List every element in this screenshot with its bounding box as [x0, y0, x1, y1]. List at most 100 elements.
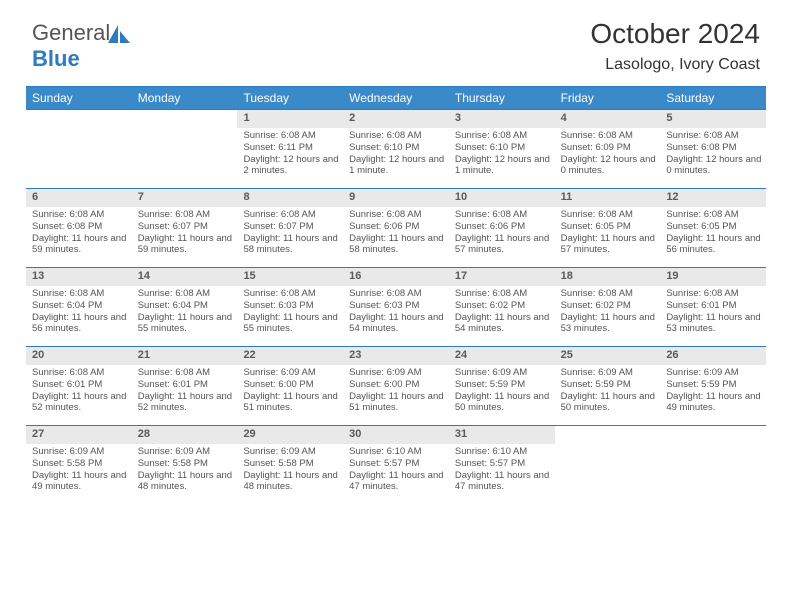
sunset-text: Sunset: 6:01 PM [666, 300, 762, 312]
page-title: October 2024 [590, 18, 760, 50]
day-details: Sunrise: 6:09 AMSunset: 6:00 PMDaylight:… [237, 365, 343, 419]
day-cell: 8Sunrise: 6:08 AMSunset: 6:07 PMDaylight… [237, 189, 343, 267]
day-number: 4 [555, 110, 661, 128]
day-details: Sunrise: 6:10 AMSunset: 5:57 PMDaylight:… [449, 444, 555, 498]
day-cell [132, 110, 238, 188]
day-number: 19 [660, 268, 766, 286]
sunset-text: Sunset: 6:02 PM [455, 300, 551, 312]
day-number: 16 [343, 268, 449, 286]
sunrise-text: Sunrise: 6:08 AM [666, 288, 762, 300]
week-row: 27Sunrise: 6:09 AMSunset: 5:58 PMDayligh… [26, 425, 766, 504]
day-cell: 25Sunrise: 6:09 AMSunset: 5:59 PMDayligh… [555, 347, 661, 425]
day-header-row: Sunday Monday Tuesday Wednesday Thursday… [26, 87, 766, 109]
day-details: Sunrise: 6:09 AMSunset: 5:59 PMDaylight:… [449, 365, 555, 419]
sunrise-text: Sunrise: 6:10 AM [349, 446, 445, 458]
day-header: Thursday [449, 87, 555, 109]
week-row: 1Sunrise: 6:08 AMSunset: 6:11 PMDaylight… [26, 109, 766, 188]
day-header: Sunday [26, 87, 132, 109]
sunset-text: Sunset: 6:10 PM [455, 142, 551, 154]
sunrise-text: Sunrise: 6:08 AM [349, 209, 445, 221]
sunrise-text: Sunrise: 6:08 AM [455, 130, 551, 142]
day-details: Sunrise: 6:08 AMSunset: 6:01 PMDaylight:… [660, 286, 766, 340]
day-cell: 22Sunrise: 6:09 AMSunset: 6:00 PMDayligh… [237, 347, 343, 425]
sunset-text: Sunset: 5:59 PM [666, 379, 762, 391]
week-row: 13Sunrise: 6:08 AMSunset: 6:04 PMDayligh… [26, 267, 766, 346]
daylight-text: Daylight: 11 hours and 50 minutes. [455, 391, 551, 415]
logo: General Blue [32, 20, 134, 72]
sunset-text: Sunset: 6:11 PM [243, 142, 339, 154]
header: General Blue October 2024 Lasologo, Ivor… [26, 18, 766, 86]
day-details: Sunrise: 6:08 AMSunset: 6:10 PMDaylight:… [449, 128, 555, 182]
day-number: 20 [26, 347, 132, 365]
day-number: 2 [343, 110, 449, 128]
day-number: 23 [343, 347, 449, 365]
day-cell: 24Sunrise: 6:09 AMSunset: 5:59 PMDayligh… [449, 347, 555, 425]
day-details: Sunrise: 6:08 AMSunset: 6:11 PMDaylight:… [237, 128, 343, 182]
sunrise-text: Sunrise: 6:08 AM [666, 209, 762, 221]
day-details: Sunrise: 6:08 AMSunset: 6:05 PMDaylight:… [555, 207, 661, 261]
day-cell: 29Sunrise: 6:09 AMSunset: 5:58 PMDayligh… [237, 426, 343, 504]
sunset-text: Sunset: 5:59 PM [561, 379, 657, 391]
logo-word1: General [32, 20, 110, 45]
sunset-text: Sunset: 5:57 PM [349, 458, 445, 470]
day-cell: 5Sunrise: 6:08 AMSunset: 6:08 PMDaylight… [660, 110, 766, 188]
sunrise-text: Sunrise: 6:10 AM [455, 446, 551, 458]
sunset-text: Sunset: 6:08 PM [666, 142, 762, 154]
sunset-text: Sunset: 6:01 PM [32, 379, 128, 391]
sunset-text: Sunset: 5:59 PM [455, 379, 551, 391]
day-details: Sunrise: 6:08 AMSunset: 6:06 PMDaylight:… [449, 207, 555, 261]
sunrise-text: Sunrise: 6:08 AM [138, 288, 234, 300]
weeks-container: 1Sunrise: 6:08 AMSunset: 6:11 PMDaylight… [26, 109, 766, 504]
day-details: Sunrise: 6:08 AMSunset: 6:07 PMDaylight:… [237, 207, 343, 261]
daylight-text: Daylight: 11 hours and 51 minutes. [349, 391, 445, 415]
day-details: Sunrise: 6:08 AMSunset: 6:02 PMDaylight:… [555, 286, 661, 340]
sunset-text: Sunset: 6:04 PM [138, 300, 234, 312]
day-cell: 9Sunrise: 6:08 AMSunset: 6:06 PMDaylight… [343, 189, 449, 267]
day-number: 27 [26, 426, 132, 444]
day-header: Monday [132, 87, 238, 109]
day-number: 22 [237, 347, 343, 365]
sunset-text: Sunset: 5:58 PM [138, 458, 234, 470]
day-details: Sunrise: 6:08 AMSunset: 6:02 PMDaylight:… [449, 286, 555, 340]
daylight-text: Daylight: 11 hours and 49 minutes. [32, 470, 128, 494]
day-number: 12 [660, 189, 766, 207]
day-details: Sunrise: 6:08 AMSunset: 6:01 PMDaylight:… [132, 365, 238, 419]
day-number: 24 [449, 347, 555, 365]
day-cell: 3Sunrise: 6:08 AMSunset: 6:10 PMDaylight… [449, 110, 555, 188]
daylight-text: Daylight: 12 hours and 1 minute. [455, 154, 551, 178]
day-number: 10 [449, 189, 555, 207]
sunrise-text: Sunrise: 6:09 AM [666, 367, 762, 379]
sunrise-text: Sunrise: 6:08 AM [561, 209, 657, 221]
day-number: 21 [132, 347, 238, 365]
day-cell: 12Sunrise: 6:08 AMSunset: 6:05 PMDayligh… [660, 189, 766, 267]
page: General Blue October 2024 Lasologo, Ivor… [0, 0, 792, 504]
daylight-text: Daylight: 11 hours and 47 minutes. [455, 470, 551, 494]
daylight-text: Daylight: 11 hours and 59 minutes. [32, 233, 128, 257]
daylight-text: Daylight: 11 hours and 48 minutes. [243, 470, 339, 494]
sunrise-text: Sunrise: 6:08 AM [349, 288, 445, 300]
day-number: 6 [26, 189, 132, 207]
day-details: Sunrise: 6:08 AMSunset: 6:04 PMDaylight:… [132, 286, 238, 340]
day-number: 14 [132, 268, 238, 286]
day-cell: 30Sunrise: 6:10 AMSunset: 5:57 PMDayligh… [343, 426, 449, 504]
day-details: Sunrise: 6:08 AMSunset: 6:03 PMDaylight:… [343, 286, 449, 340]
sunrise-text: Sunrise: 6:08 AM [349, 130, 445, 142]
daylight-text: Daylight: 11 hours and 56 minutes. [32, 312, 128, 336]
daylight-text: Daylight: 11 hours and 55 minutes. [138, 312, 234, 336]
day-cell [26, 110, 132, 188]
day-details: Sunrise: 6:08 AMSunset: 6:07 PMDaylight:… [132, 207, 238, 261]
sunrise-text: Sunrise: 6:08 AM [32, 367, 128, 379]
day-header: Wednesday [343, 87, 449, 109]
day-number: 8 [237, 189, 343, 207]
sunset-text: Sunset: 6:09 PM [561, 142, 657, 154]
day-details: Sunrise: 6:08 AMSunset: 6:03 PMDaylight:… [237, 286, 343, 340]
day-cell: 20Sunrise: 6:08 AMSunset: 6:01 PMDayligh… [26, 347, 132, 425]
daylight-text: Daylight: 11 hours and 56 minutes. [666, 233, 762, 257]
day-cell: 27Sunrise: 6:09 AMSunset: 5:58 PMDayligh… [26, 426, 132, 504]
day-cell: 23Sunrise: 6:09 AMSunset: 6:00 PMDayligh… [343, 347, 449, 425]
sunrise-text: Sunrise: 6:08 AM [666, 130, 762, 142]
daylight-text: Daylight: 11 hours and 47 minutes. [349, 470, 445, 494]
sunset-text: Sunset: 6:00 PM [349, 379, 445, 391]
daylight-text: Daylight: 11 hours and 58 minutes. [349, 233, 445, 257]
sunset-text: Sunset: 6:03 PM [349, 300, 445, 312]
